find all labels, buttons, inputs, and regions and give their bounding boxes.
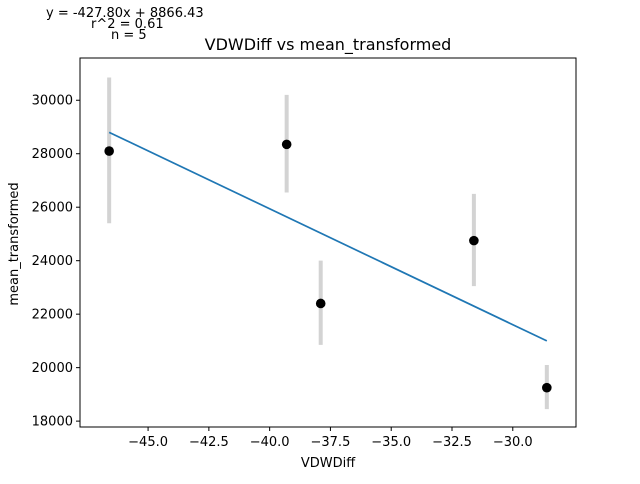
errorbar-group [107,77,549,410]
y-tick-label-2: 20000 [32,361,73,376]
y-tick-label-7: 30000 [32,94,73,109]
points-group [104,139,552,393]
chart-title: VDWDiff vs mean_transformed [205,35,452,55]
fit-line-group [108,131,548,342]
plot-area-frame [79,57,577,428]
equation-annotation: y = -427.80x + 8866.43 [46,6,204,21]
data-point-5 [542,382,552,393]
y-ticks: 18000 20000 22000 24000 26000 28000 30000 [32,94,80,430]
y-axis-label: mean_transformed [7,182,22,305]
x-tick-label-7: −30.0 [493,435,533,450]
x-tick-label-6: −32.5 [432,435,472,450]
x-tick-label-3: −40.0 [250,435,290,450]
x-tick-label-1: −45.0 [128,435,168,450]
data-point-4 [469,235,479,246]
y-tick-label-6: 28000 [32,147,73,162]
x-ticks: −45.0 −42.5 −40.0 −37.5 −35.0 −32.5 −30.0 [128,427,533,450]
x-tick-label-4: −37.5 [311,435,351,450]
y-tick-label-5: 26000 [32,201,73,216]
r2-annotation: r^2 = 0.61 [91,17,164,32]
y-tick-label-3: 22000 [32,308,73,323]
data-point-3 [315,298,326,309]
data-point-2 [281,139,292,150]
y-tick-label-4: 24000 [32,254,73,269]
fit-line [108,131,548,342]
x-tick-label-2: −42.5 [189,435,229,450]
n-annotation: n = 5 [111,28,147,43]
data-point-1 [104,146,114,156]
x-tick-label-5: −35.0 [371,435,411,450]
y-tick-label-1: 18000 [32,415,73,430]
x-axis-label: VDWDiff [301,456,356,471]
